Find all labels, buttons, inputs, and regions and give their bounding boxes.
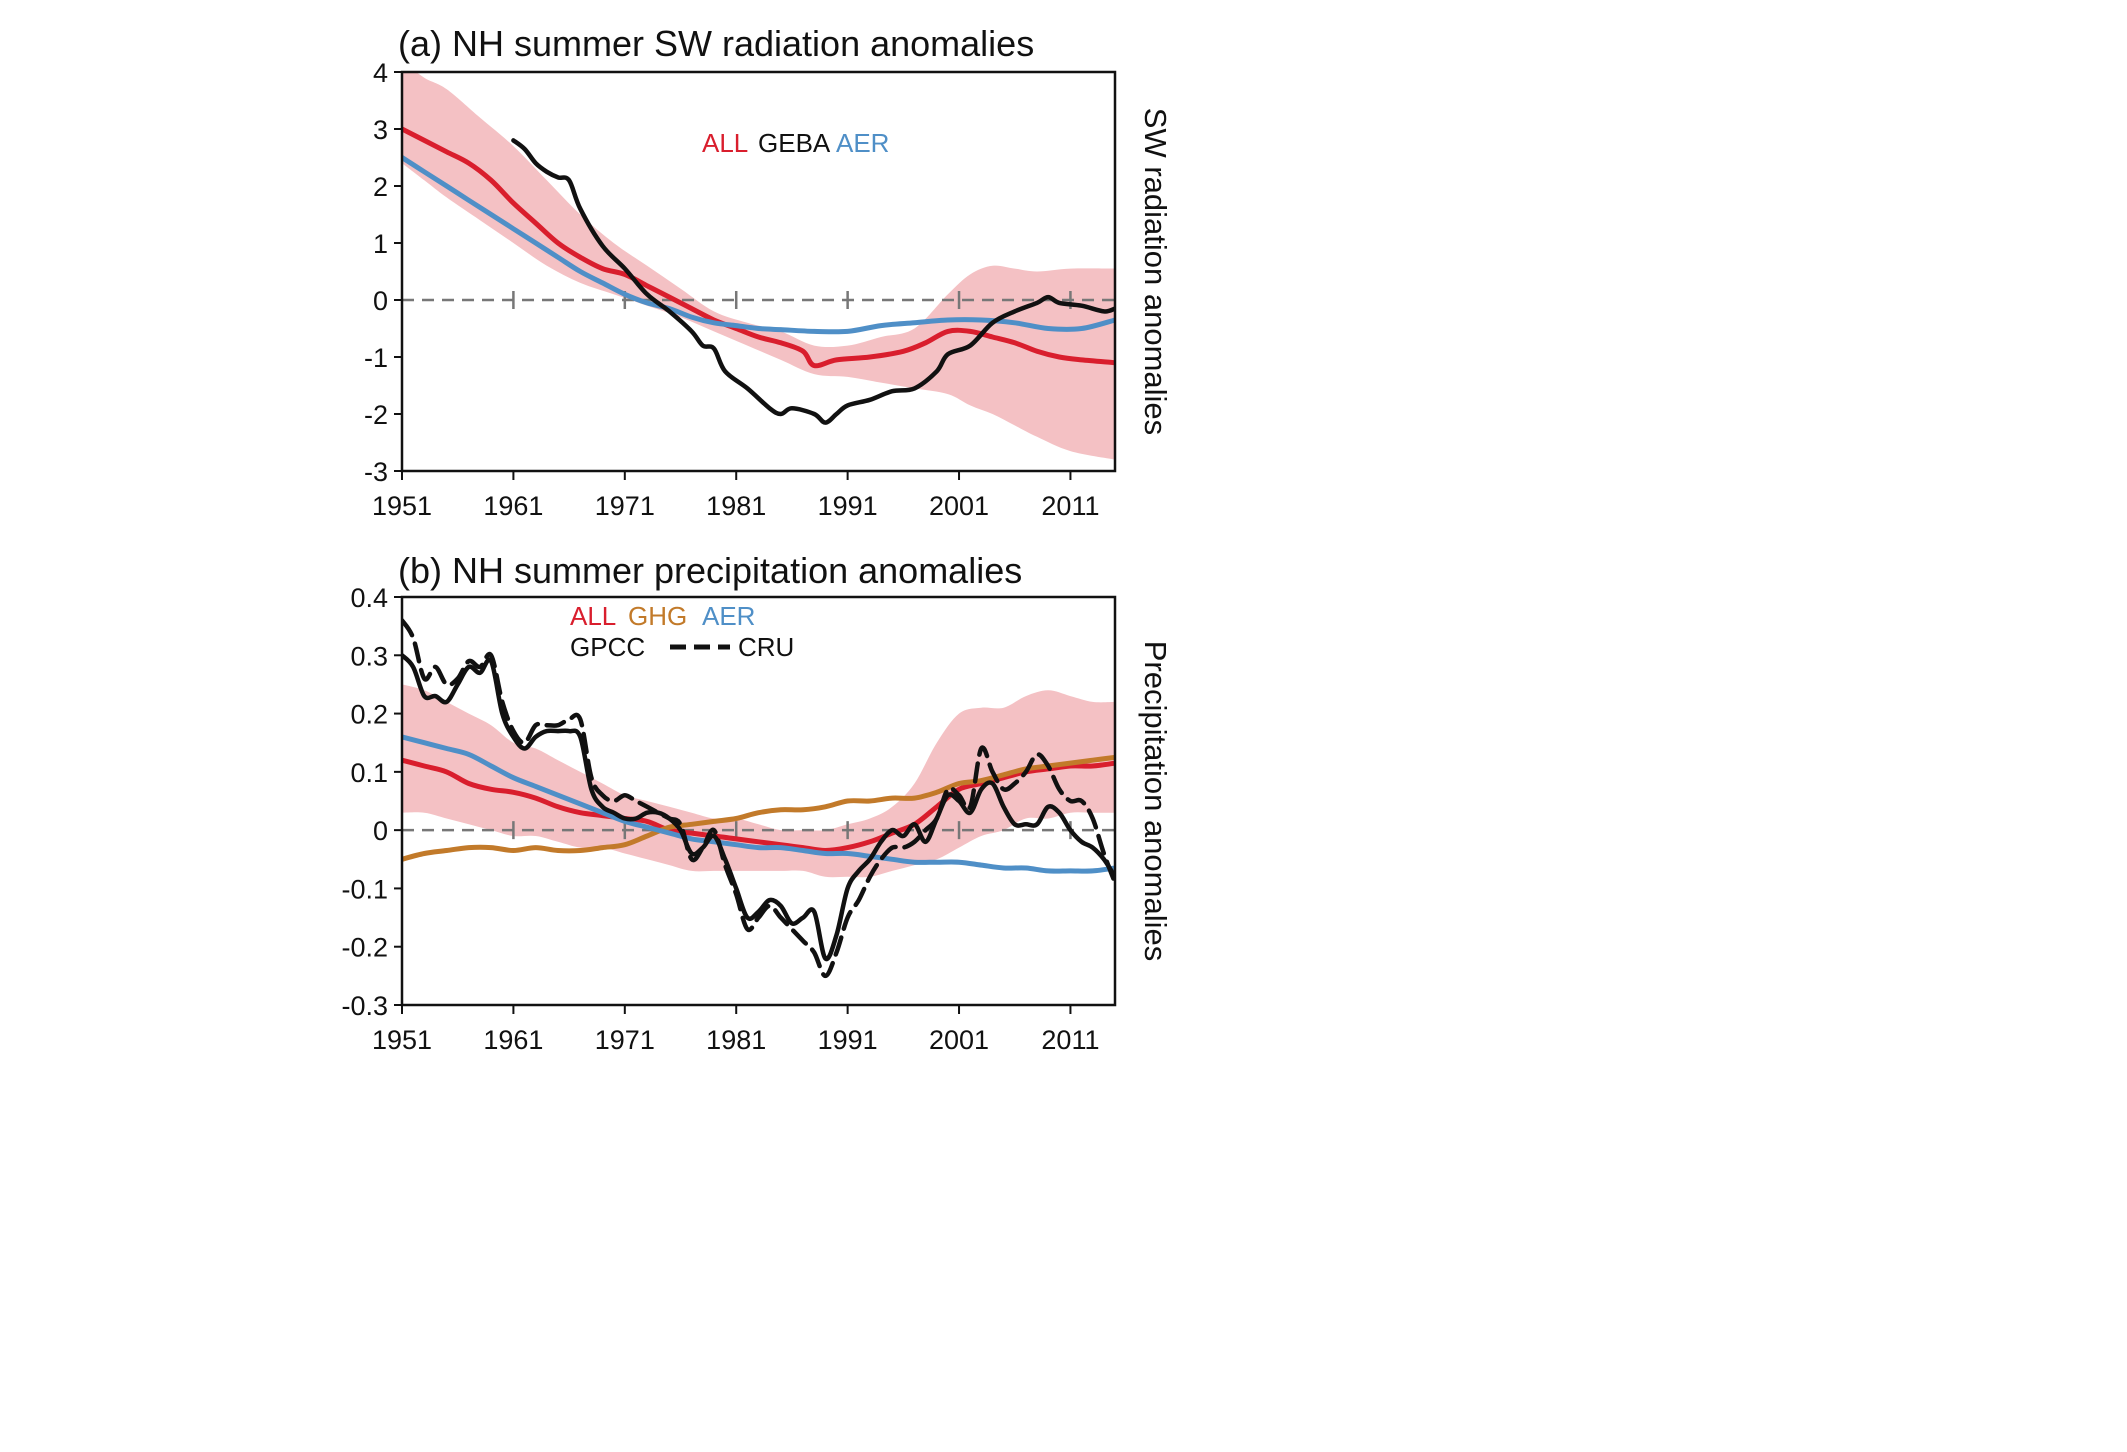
panel-a-y-tick-label: 4 (373, 58, 388, 88)
panel-a-y-tick-label: -2 (364, 400, 388, 430)
panel-a-title: (a) NH summer SW radiation anomalies (398, 23, 1034, 64)
panel-b-x-tick-label: 1971 (595, 1025, 655, 1055)
panel-b-y-tick-label: 0.3 (350, 641, 388, 671)
panel-a-y-axis-label: SW radiation anomalies (1138, 108, 1173, 435)
panel-a-legend-all: ALL (702, 128, 748, 158)
panel-b-series-cru (402, 618, 1115, 979)
panel-a-y-tick-label: -1 (364, 343, 388, 373)
panel-a-legend-aer: AER (836, 128, 889, 158)
panel-b-y-tick-label: -0.2 (341, 933, 388, 963)
panel-b-y-tick-label: 0.4 (350, 583, 388, 613)
panel-a-y-tick-label: 1 (373, 229, 388, 259)
panel-a-y-tick-label: 3 (373, 115, 388, 145)
panel-b-y-tick-label: 0.1 (350, 758, 388, 788)
panel-b-plot-area (402, 618, 1115, 979)
panel-b-legend-ghg: GHG (628, 601, 687, 631)
panel-a-legend-geba: GEBA (758, 128, 831, 158)
panel-a-y-tick-label: 2 (373, 172, 388, 202)
panel-a-y-tick-label: 0 (373, 286, 388, 316)
panel-a-x-tick-label: 2011 (1041, 491, 1099, 521)
panel-a-y-tick-label: -3 (364, 457, 388, 487)
panel-b-legend-aer: AER (702, 601, 755, 631)
panel-b-x-tick-label: 1951 (372, 1025, 432, 1055)
panel-a-series-aer (402, 155, 1115, 335)
panel-b-title: (b) NH summer precipitation anomalies (398, 550, 1022, 591)
panel-a-series-all (402, 126, 1115, 369)
panel-a-x-tick-label: 1981 (706, 491, 766, 521)
panel-b-frame (400, 595, 1117, 1007)
panel-b-legend-cru: CRU (738, 632, 794, 662)
panel-b-x-tick-label: 1961 (483, 1025, 543, 1055)
panel-b-y-tick-label: -0.1 (341, 874, 388, 904)
panel-a-series-geba (511, 138, 1115, 425)
panel-b-y-axis-label: Precipitation anomalies (1138, 641, 1173, 962)
panel-a-x-tick-label: 1961 (483, 491, 543, 521)
panel-b-series-gpcc (402, 653, 1115, 962)
panel-a-plot-area (402, 72, 1115, 460)
panel-a-x-tick-label: 1991 (818, 491, 878, 521)
panel-b-x-tick-label: 1991 (818, 1025, 878, 1055)
panel-b-precipitation: (b) NH summer precipitation anomalies 0.4… (341, 550, 1173, 1055)
panel-a-x-tick-label: 1951 (372, 491, 432, 521)
panel-a-frame (400, 70, 1117, 473)
panel-b-x-tick-label: 2011 (1041, 1025, 1099, 1055)
panel-b-legend-all: ALL (570, 601, 616, 631)
panel-b-y-tick-label: -0.3 (341, 991, 388, 1021)
panel-a-x-tick-label: 1971 (595, 491, 655, 521)
panel-b-series-aer (402, 734, 1115, 874)
panel-a-x-tick-label: 2001 (929, 491, 989, 521)
panel-b-y-tick-label: 0.2 (350, 700, 388, 730)
panel-a-sw-radiation: (a) NH summer SW radiation anomalies 4 3 2 1… (364, 23, 1173, 521)
panel-b-all-range-band (402, 684, 1115, 878)
panel-a-all-range-band (402, 72, 1115, 460)
panel-b-legend-gpcc: GPCC (570, 632, 645, 662)
panel-b-y-tick-label: 0 (373, 816, 388, 846)
panel-b-x-tick-label: 2001 (929, 1025, 989, 1055)
panel-b-x-tick-label: 1981 (706, 1025, 766, 1055)
